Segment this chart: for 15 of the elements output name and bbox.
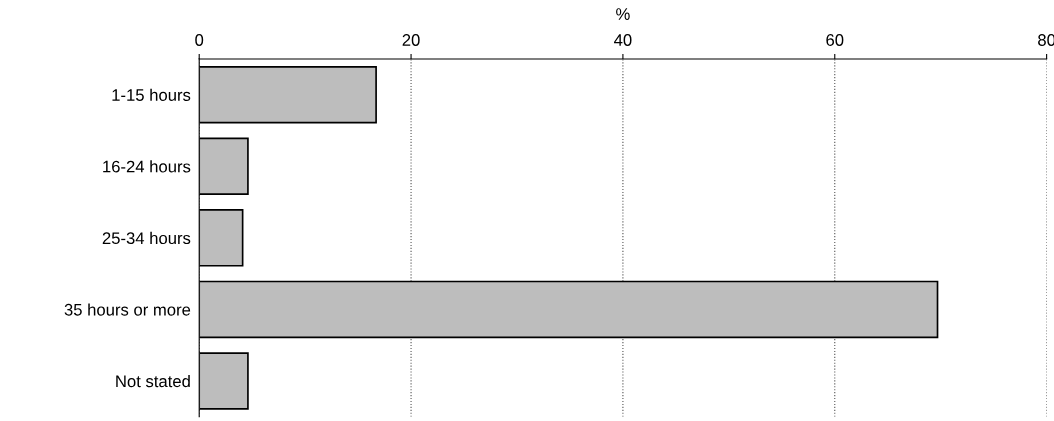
bar <box>199 352 249 410</box>
y-tick-label: 35 hours or more <box>64 303 191 316</box>
y-tick-label: 16-24 hours <box>103 160 191 173</box>
bar <box>199 65 377 124</box>
x-tick-label: 40 <box>614 34 632 46</box>
y-tick-label: Not stated <box>116 374 190 388</box>
y-tick-label: 25-34 hours <box>102 231 191 245</box>
bar <box>199 137 249 196</box>
x-tick-label: 20 <box>402 34 420 46</box>
x-tick-label: 60 <box>826 34 844 46</box>
x-tick-label: 0 <box>195 34 204 46</box>
bar <box>199 280 939 339</box>
bar <box>199 209 244 267</box>
y-tick-label: 1-15 hours <box>112 88 191 101</box>
x-axis-title: % <box>616 8 630 20</box>
